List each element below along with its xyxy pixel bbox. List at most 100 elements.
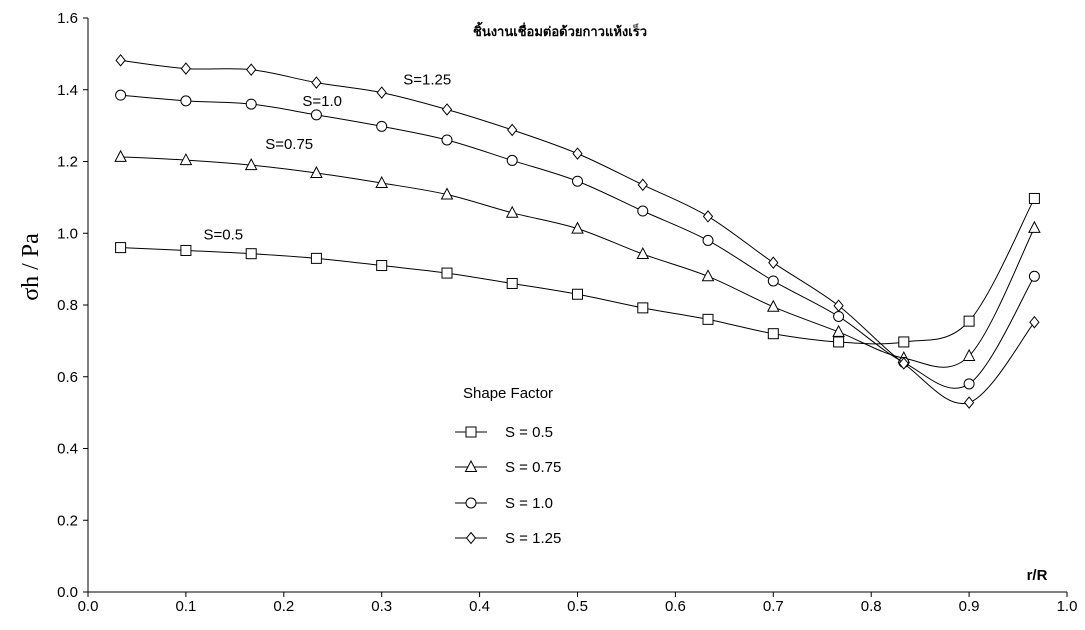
series-annotation: S=1.25 xyxy=(403,71,451,88)
data-point-triangle xyxy=(179,152,193,166)
data-point-circle xyxy=(441,134,453,146)
legend-label: S = 1.25 xyxy=(505,530,561,547)
data-point-diamond xyxy=(441,103,453,116)
legend-title: Shape Factor xyxy=(463,385,553,402)
data-point-circle xyxy=(180,95,192,107)
series-square xyxy=(115,192,1040,348)
x-tick-label: 0.9 xyxy=(959,598,980,615)
data-point-triangle xyxy=(701,269,715,282)
data-point-diamond xyxy=(702,210,714,223)
y-tick-label: 0.4 xyxy=(57,441,78,458)
data-point-diamond xyxy=(963,396,975,409)
data-point-square xyxy=(180,244,192,256)
y-tick-label: 1.0 xyxy=(57,225,78,242)
data-point-triangle xyxy=(505,205,519,218)
x-tick-label: 0.6 xyxy=(665,598,686,615)
y-tick-label: 0.8 xyxy=(57,297,78,314)
data-point-triangle xyxy=(571,221,584,234)
data-point-circle xyxy=(833,310,845,322)
data-point-triangle xyxy=(766,299,780,312)
y-tick-label: 0.0 xyxy=(57,584,78,601)
data-point-square xyxy=(702,313,714,325)
legend-label: S = 0.5 xyxy=(505,424,553,441)
x-axis-label: r/R xyxy=(1027,567,1048,584)
x-tick-label: 0.7 xyxy=(763,598,784,615)
data-point-circle xyxy=(310,109,322,121)
data-point-triangle xyxy=(1028,220,1041,233)
data-point-triangle xyxy=(244,158,258,171)
data-point-square xyxy=(963,315,975,327)
y-tick-label: 0.2 xyxy=(57,512,78,529)
data-point-triangle xyxy=(114,149,127,162)
legend-label: S = 0.75 xyxy=(505,459,561,476)
data-point-diamond xyxy=(572,147,583,160)
series-annotation: S=0.75 xyxy=(265,136,313,153)
series-line xyxy=(120,156,1035,368)
data-point-triangle xyxy=(962,348,976,361)
data-point-square xyxy=(898,336,910,348)
legend-item: S = 1.25 xyxy=(455,530,561,547)
x-tick-label: 0.8 xyxy=(861,598,882,615)
data-point-diamond xyxy=(246,63,257,76)
data-point-triangle xyxy=(440,187,454,200)
data-point-triangle xyxy=(375,175,389,189)
data-point-circle xyxy=(572,175,583,187)
x-tick-label: 0.3 xyxy=(371,598,392,615)
series-diamond xyxy=(115,54,1040,409)
data-point-diamond xyxy=(833,299,844,313)
data-point-diamond xyxy=(898,357,909,370)
data-point-circle xyxy=(245,98,257,110)
data-point-triangle xyxy=(464,459,478,472)
series-line xyxy=(120,94,1035,389)
series-annotation: S=1.0 xyxy=(302,93,342,110)
data-point-circle xyxy=(115,89,127,101)
data-point-diamond xyxy=(1029,315,1040,329)
data-point-square xyxy=(376,260,388,272)
x-tick-label: 1.0 xyxy=(1057,598,1078,615)
data-point-square xyxy=(245,248,257,260)
data-point-diamond xyxy=(115,54,126,67)
x-tick-label: 0.5 xyxy=(567,598,588,615)
data-point-square xyxy=(441,267,453,279)
data-point-circle xyxy=(506,154,518,166)
y-tick-label: 0.6 xyxy=(57,369,78,386)
data-point-diamond xyxy=(311,76,322,89)
axes: 0.0 0.2 0.4 0.6 0.8 1.0 1.2 1.4 1.6 0.0 0.1 0.2 0.3 0… xyxy=(57,10,1077,615)
data-point-circle xyxy=(637,205,649,217)
y-tick-label: 1.4 xyxy=(57,82,78,99)
data-point-square xyxy=(572,288,583,300)
legend-item: S = 1.0 xyxy=(455,495,553,512)
x-tick-label: 0.2 xyxy=(273,598,294,615)
data-point-diamond xyxy=(465,531,477,545)
data-point-square xyxy=(1028,192,1040,204)
series-layer xyxy=(114,54,1041,409)
data-point-diamond xyxy=(507,123,518,137)
data-point-diamond xyxy=(768,256,779,269)
data-point-triangle xyxy=(636,246,650,260)
data-point-square xyxy=(465,426,477,438)
y-tick-label: 1.2 xyxy=(57,154,78,171)
data-point-circle xyxy=(465,497,477,509)
data-point-triangle xyxy=(310,165,323,178)
legend-item: S = 0.5 xyxy=(455,424,553,441)
data-point-circle xyxy=(963,378,975,390)
data-point-circle xyxy=(702,234,714,246)
data-point-diamond xyxy=(376,86,387,99)
data-point-square xyxy=(506,277,518,289)
legend: Shape Factor S = 0.5 S = 0.75 S = 1.0 S = 1… xyxy=(455,385,561,547)
data-point-circle xyxy=(376,120,388,132)
data-point-square xyxy=(310,252,322,264)
legend-item: S = 0.75 xyxy=(455,459,561,476)
x-tick-label: 0.1 xyxy=(175,598,196,615)
data-point-circle xyxy=(767,275,779,287)
series-line xyxy=(120,198,1035,345)
data-point-square xyxy=(767,328,779,340)
chart-title: ชิ้นงานเชื่อมต่อด้วยกาวแห้งเร็ว xyxy=(473,21,647,40)
data-point-diamond xyxy=(637,178,648,192)
series-annotation: S=0.5 xyxy=(204,227,244,244)
y-tick-label: 1.6 xyxy=(57,10,78,27)
y-axis-label: σh / Pa xyxy=(18,233,44,301)
data-point-circle xyxy=(1028,270,1040,282)
series-annotations: S=0.5 S=0.75 S=1.0 S=1.25 xyxy=(204,71,452,243)
data-point-triangle xyxy=(832,324,845,337)
